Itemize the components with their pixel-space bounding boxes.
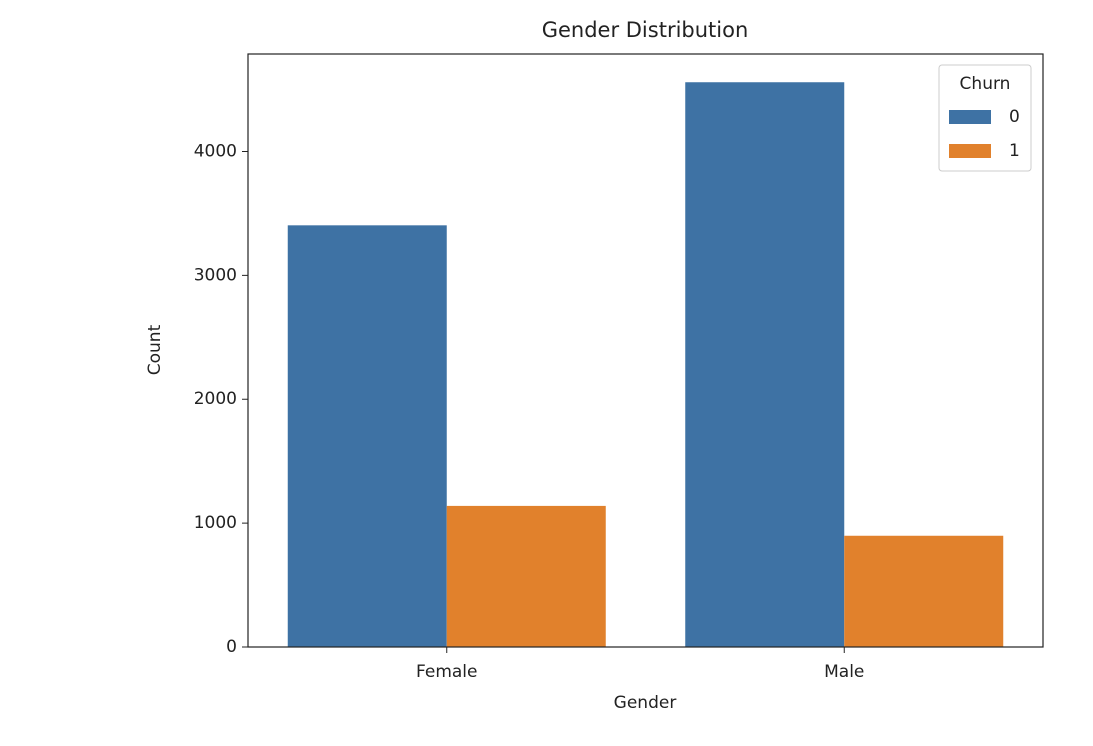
- legend-title: Churn: [960, 74, 1011, 94]
- y-tick-label: 3000: [194, 265, 237, 285]
- y-tick-label: 0: [226, 637, 237, 657]
- legend-swatch: [949, 144, 991, 158]
- x-tick-label: Male: [824, 662, 864, 682]
- bar: [844, 535, 1004, 647]
- legend-label: 0: [1009, 107, 1020, 127]
- legend: Churn 0 1: [938, 64, 1032, 172]
- x-axis-label: Gender: [614, 693, 677, 713]
- x-tick-label: Female: [416, 662, 477, 682]
- bar: [287, 225, 447, 647]
- bar: [446, 505, 606, 647]
- y-tick-label: 4000: [194, 141, 237, 161]
- bar: [685, 82, 845, 647]
- y-tick-label: 1000: [194, 513, 237, 533]
- y-axis-label: Count: [145, 324, 165, 375]
- y-tick-label: 2000: [194, 389, 237, 409]
- legend-swatch: [949, 110, 991, 124]
- legend-label: 1: [1009, 141, 1020, 161]
- plot-frame: [247, 53, 1044, 648]
- chart-title: Gender Distribution: [542, 18, 749, 42]
